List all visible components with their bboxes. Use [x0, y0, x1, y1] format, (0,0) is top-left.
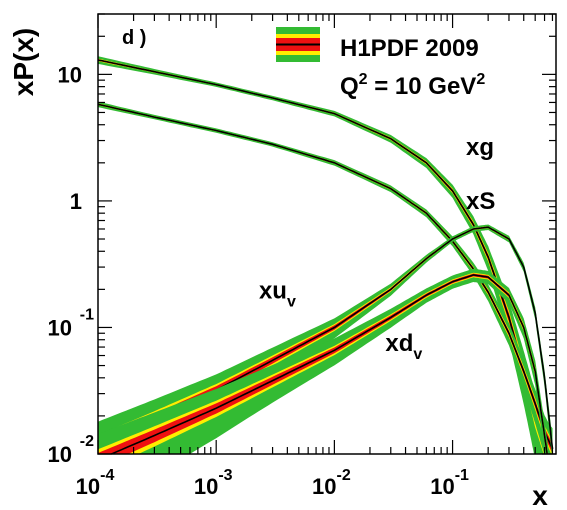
total-band	[98, 273, 548, 454]
x-tick-label: 10-1	[430, 467, 469, 499]
x-tick-label: 10-3	[194, 467, 233, 499]
axis-ticks	[97, 13, 556, 455]
plot-frame	[97, 13, 557, 455]
legend-title: H1PDF 2009	[340, 35, 479, 62]
label-xuv: xuv	[259, 277, 296, 310]
panel-label: d )	[122, 27, 146, 49]
x-tick-label: 10-2	[312, 467, 351, 499]
x-tick-label: 10-4	[76, 467, 115, 499]
y-tick-label: 10-1	[48, 306, 95, 340]
label-xg: xg	[466, 134, 494, 161]
legend-subtitle: Q2 = 10 GeV2	[340, 71, 485, 100]
label-xdv: xdv	[385, 330, 422, 363]
central-curve	[98, 226, 554, 449]
tick-labels: 10-4 10-3 10-2 10-1 10-2 10-1 1 10	[48, 62, 470, 499]
legend: H1PDF 2009 Q2 = 10 GeV2	[276, 27, 485, 100]
label-xS: xS	[466, 188, 495, 215]
y-tick-label: 10-2	[48, 433, 95, 467]
y-tick-label: 1	[70, 189, 82, 214]
central-curve	[109, 274, 548, 454]
series-xdv	[98, 268, 550, 454]
legend-swatch	[276, 27, 320, 62]
series-labels: xg xS xuv xdv	[259, 134, 495, 363]
x-axis-title: x	[532, 480, 548, 510]
pdf-bands	[98, 56, 554, 454]
exp-band	[98, 272, 548, 454]
y-axis-title: xP(x)	[8, 28, 39, 96]
y-tick-label: 10	[58, 62, 82, 87]
